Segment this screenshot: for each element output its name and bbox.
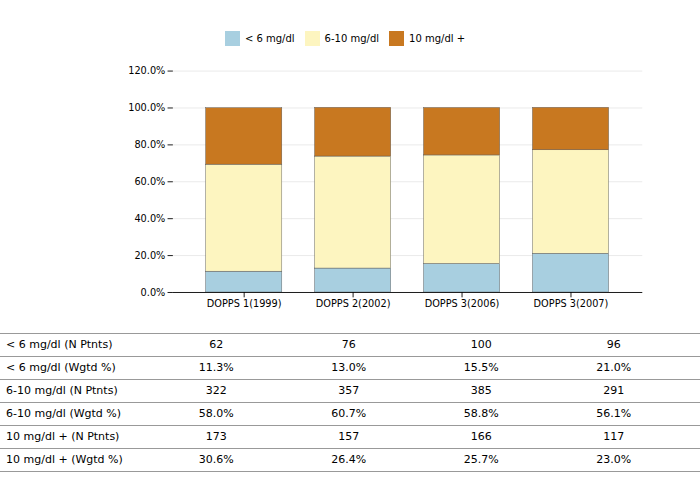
svg-text:100.0%: 100.0% [128, 102, 165, 113]
html-text:357: 357 [338, 384, 360, 398]
svg-text:DOPPS 3(2006): DOPPS 3(2006) [425, 298, 500, 309]
html-text:21.0%: 21.0% [596, 361, 632, 375]
html-text:10 mg/dl + (N Ptnts): 10 mg/dl + (N Ptnts) [6, 430, 120, 444]
html-text:23.0%: 23.0% [596, 453, 632, 467]
html-text:< 6 mg/dl (N Ptnts): < 6 mg/dl (N Ptnts) [6, 338, 113, 352]
html-text:173: 173 [205, 430, 227, 444]
svg-text:DOPPS 1(1999): DOPPS 1(1999) [207, 298, 282, 309]
html-text:117: 117 [603, 430, 625, 444]
svg-text:40.0%: 40.0% [134, 213, 165, 224]
html-text:10 mg/dl +: 10 mg/dl + [409, 33, 466, 44]
html-text:56.1%: 56.1% [596, 407, 632, 421]
html-text:58.8%: 58.8% [463, 407, 499, 421]
html-text:6-10 mg/dl: 6-10 mg/dl [324, 33, 379, 44]
html-text:157: 157 [338, 430, 360, 444]
html-text:322: 322 [205, 384, 227, 398]
html-text:10 mg/dl + (Wgtd %): 10 mg/dl + (Wgtd %) [6, 453, 123, 467]
svg-text:120.0%: 120.0% [128, 65, 165, 76]
svg-text:20.0%: 20.0% [134, 250, 165, 261]
svg-text:DOPPS 2(2002): DOPPS 2(2002) [316, 298, 391, 309]
svg-text:60.0%: 60.0% [134, 176, 165, 187]
html-text:166: 166 [470, 430, 492, 444]
html-text:11.3%: 11.3% [198, 361, 234, 375]
html-text:< 6 mg/dl: < 6 mg/dl [244, 33, 295, 44]
html-text:30.6%: 30.6% [198, 453, 234, 467]
svg-text:DOPPS 3(2007): DOPPS 3(2007) [534, 298, 609, 309]
html-text:385: 385 [470, 384, 492, 398]
html-text:6-10 mg/dl (N Ptnts): 6-10 mg/dl (N Ptnts) [6, 384, 118, 398]
html-text:62: 62 [209, 338, 224, 352]
html-text:60.7%: 60.7% [331, 407, 367, 421]
svg-text:80.0%: 80.0% [134, 139, 165, 150]
html-text:15.5%: 15.5% [463, 361, 499, 375]
html-text:26.4%: 26.4% [331, 453, 367, 467]
html-text:96: 96 [606, 338, 621, 352]
html-text:58.0%: 58.0% [198, 407, 234, 421]
html-text:100: 100 [470, 338, 492, 352]
html-text:76: 76 [341, 338, 356, 352]
svg-text:0.0%: 0.0% [141, 287, 166, 298]
html-text:25.7%: 25.7% [463, 453, 499, 467]
html-text:< 6 mg/dl (Wgtd %): < 6 mg/dl (Wgtd %) [6, 361, 116, 375]
html-text:291: 291 [603, 384, 625, 398]
html-text:6-10 mg/dl (Wgtd %): 6-10 mg/dl (Wgtd %) [6, 407, 122, 421]
html-text:13.0%: 13.0% [331, 361, 367, 375]
